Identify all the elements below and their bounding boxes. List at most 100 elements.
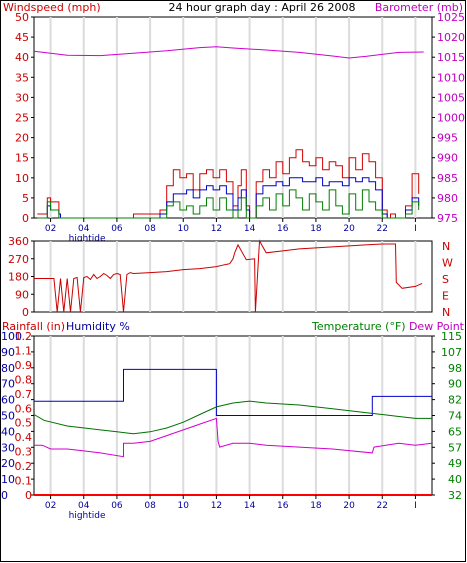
humidity-hightide-label: hightide bbox=[69, 511, 106, 521]
wind-x-tick-label: 20 bbox=[343, 224, 355, 234]
windspeed-axis-label: Windspeed (mph) bbox=[3, 1, 101, 14]
humidity-y-tick-label: 80 bbox=[1, 362, 15, 375]
humidity-y-tick-label: 70 bbox=[1, 378, 15, 391]
humidity-x-tick-label: 04 bbox=[78, 501, 90, 511]
humidity-y-tick-label: 90 bbox=[1, 346, 15, 359]
windspeed-y-tick-label: 20 bbox=[15, 132, 29, 145]
temperature-y-tick-label: 90 bbox=[448, 378, 462, 391]
humidity-x-tick-label: 18 bbox=[310, 501, 322, 511]
windspeed-series-0 bbox=[37, 149, 420, 219]
barometer-y-tick-label: 1020 bbox=[437, 31, 465, 44]
rainfall-y-tick-label: 0.6 bbox=[15, 402, 33, 415]
compass-label: N bbox=[442, 240, 450, 253]
wind-barometer-panel: 0510152025303540455097598098599099510001… bbox=[15, 11, 465, 244]
humidity-y-tick-label: 10 bbox=[1, 473, 15, 486]
compass-label: S bbox=[442, 273, 449, 286]
direction-y-tick-label: 90 bbox=[15, 288, 29, 301]
windspeed-y-tick-label: 25 bbox=[15, 112, 29, 125]
dewpoint-line bbox=[34, 417, 433, 458]
temperature-y-tick-label: 49 bbox=[448, 457, 462, 470]
humidity-line bbox=[34, 368, 432, 416]
direction-y-tick-label: 180 bbox=[8, 271, 29, 284]
windspeed-y-tick-label: 10 bbox=[15, 172, 29, 185]
wind-x-tick-label: 14 bbox=[244, 224, 256, 234]
rainfall-y-tick-label: 0.8 bbox=[15, 373, 33, 386]
windspeed-y-tick-label: 50 bbox=[15, 11, 29, 24]
temperature-y-tick-label: 98 bbox=[448, 362, 462, 375]
humidity-y-tick-label: 60 bbox=[1, 394, 15, 407]
barometer-y-tick-label: 1000 bbox=[437, 112, 465, 125]
barometer-y-tick-label: 990 bbox=[437, 152, 458, 165]
wind-x-tick-label: 16 bbox=[277, 224, 289, 234]
humidity-x-tick-label: 14 bbox=[244, 501, 256, 511]
wind-x-tick-label: 22 bbox=[377, 224, 388, 234]
chart-title: 24 hour graph day : April 26 2008 bbox=[169, 1, 356, 14]
humidity-x-tick-label: I bbox=[414, 501, 417, 511]
barometer-y-tick-label: 1005 bbox=[437, 91, 465, 104]
windspeed-y-tick-label: 35 bbox=[15, 71, 29, 84]
wind-x-tick-label: 04 bbox=[78, 224, 90, 234]
rainfall-y-tick-label: 0.3 bbox=[15, 446, 33, 459]
barometer-y-tick-label: 985 bbox=[437, 172, 458, 185]
humidity-x-tick-label: 16 bbox=[277, 501, 289, 511]
barometer-y-tick-label: 995 bbox=[437, 132, 458, 145]
humidity-x-tick-label: 06 bbox=[111, 501, 123, 511]
temperature-y-tick-label: 40 bbox=[448, 473, 462, 486]
humidity-y-tick-label: 100 bbox=[1, 330, 22, 343]
direction-plot-area bbox=[33, 240, 433, 313]
windspeed-y-tick-label: 0 bbox=[22, 212, 29, 225]
compass-label: E bbox=[442, 290, 449, 303]
wind-x-tick-label: I bbox=[414, 224, 417, 234]
windspeed-y-tick-label: 15 bbox=[15, 152, 29, 165]
humidity-x-tick-label: 12 bbox=[211, 501, 222, 511]
dewpoint-axis-label: Dew Point bbox=[409, 320, 465, 333]
temperature-line bbox=[33, 400, 432, 435]
temperature-y-tick-label: 65 bbox=[448, 425, 462, 438]
rainfall-y-tick-label: 1.1 bbox=[15, 344, 33, 357]
rainfall-y-tick-label: 0.4 bbox=[15, 431, 33, 444]
humidity-x-tick-label: 10 bbox=[178, 501, 190, 511]
humidity-x-tick-label: 02 bbox=[45, 501, 56, 511]
rainfall-axis-label: Rainfall (in) bbox=[2, 320, 65, 333]
temperature-y-tick-label: 57 bbox=[448, 441, 462, 454]
windspeed-series-1 bbox=[37, 177, 420, 219]
humidity-x-tick-label: 08 bbox=[144, 501, 156, 511]
temperature-y-tick-label: 115 bbox=[441, 330, 462, 343]
temperature-y-tick-label: 74 bbox=[448, 410, 462, 423]
humidity-y-tick-label: 40 bbox=[1, 425, 15, 438]
direction-y-tick-label: 0 bbox=[22, 306, 29, 319]
barometer-y-tick-label: 1025 bbox=[437, 11, 465, 24]
temperature-axis-label: Temperature (°F) bbox=[311, 320, 406, 333]
temperature-y-tick-label: 32 bbox=[448, 489, 462, 502]
wind-x-tick-label: 18 bbox=[310, 224, 322, 234]
compass-label: N bbox=[442, 306, 450, 319]
humidity-y-tick-label: 0 bbox=[1, 489, 8, 502]
wind-x-tick-label: 08 bbox=[144, 224, 156, 234]
windspeed-y-tick-label: 5 bbox=[22, 192, 29, 205]
rainfall-y-tick-label: 0 bbox=[25, 489, 32, 502]
rainfall-y-tick-label: 0.1 bbox=[15, 475, 33, 488]
humidity-y-tick-label: 30 bbox=[1, 441, 15, 454]
windspeed-y-tick-label: 45 bbox=[15, 31, 29, 44]
humidity-x-tick-label: 22 bbox=[377, 501, 388, 511]
humidity-x-tick-label: 20 bbox=[343, 501, 355, 511]
barometer-y-tick-label: 1010 bbox=[437, 71, 465, 84]
barometer-y-tick-label: 980 bbox=[437, 192, 458, 205]
wind-direction-line bbox=[34, 239, 423, 313]
wind-x-tick-label: 10 bbox=[178, 224, 190, 234]
barometer-line bbox=[33, 46, 424, 59]
compass-label: W bbox=[442, 257, 453, 270]
wind-x-tick-label: 02 bbox=[45, 224, 56, 234]
wind-x-tick-label: 06 bbox=[111, 224, 123, 234]
barometer-y-tick-label: 975 bbox=[437, 212, 458, 225]
rainfall-y-tick-label: 0.5 bbox=[15, 417, 33, 430]
windspeed-y-tick-label: 40 bbox=[15, 51, 29, 64]
temperature-y-tick-label: 82 bbox=[448, 394, 462, 407]
temperature-y-tick-label: 107 bbox=[441, 346, 462, 359]
barometer-y-tick-label: 1015 bbox=[437, 51, 465, 64]
windspeed-y-tick-label: 30 bbox=[15, 91, 29, 104]
humidity-y-tick-label: 50 bbox=[1, 410, 15, 423]
windspeed-series-2 bbox=[37, 189, 420, 219]
